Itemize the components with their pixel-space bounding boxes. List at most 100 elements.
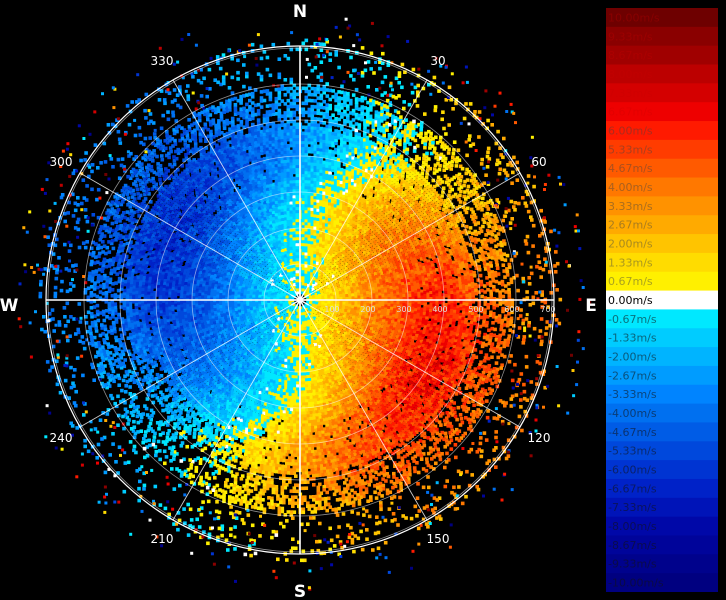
velocity-cell <box>340 261 345 266</box>
velocity-cell <box>250 276 255 280</box>
velocity-cell <box>285 309 290 313</box>
velocity-cell <box>295 357 300 361</box>
velocity-cell <box>346 269 350 273</box>
velocity-cell <box>351 296 356 300</box>
velocity-cell <box>346 254 351 259</box>
velocity-cell <box>307 362 312 367</box>
velocity-cell <box>263 266 268 271</box>
velocity-cell <box>315 301 319 306</box>
velocity-cell <box>260 261 265 265</box>
velocity-cell <box>243 309 248 314</box>
velocity-cell <box>335 265 340 269</box>
velocity-cell <box>315 335 320 340</box>
velocity-cell <box>303 327 307 331</box>
velocity-cell <box>274 314 278 319</box>
velocity-cell <box>251 294 256 298</box>
velocity-cell <box>301 245 306 250</box>
velocity-cell <box>278 266 283 270</box>
velocity-cell <box>359 308 364 313</box>
velocity-cell <box>348 323 352 328</box>
velocity-cell <box>304 342 309 346</box>
velocity-cell <box>251 300 256 304</box>
velocity-cell <box>301 269 306 274</box>
velocity-cell <box>314 345 319 350</box>
velocity-cell <box>267 348 271 353</box>
velocity-cell <box>338 281 343 285</box>
velocity-cell <box>316 254 320 259</box>
velocity-cell <box>321 352 326 357</box>
velocity-cell <box>324 279 328 284</box>
velocity-cell <box>332 291 337 296</box>
velocity-cell <box>258 305 262 310</box>
velocity-cell <box>284 313 289 317</box>
velocity-cell <box>254 282 258 286</box>
velocity-cell <box>274 342 278 346</box>
velocity-cell <box>244 285 248 290</box>
velocity-cell <box>252 306 256 310</box>
velocity-cell <box>282 345 286 350</box>
velocity-cell <box>278 269 283 274</box>
velocity-cell <box>292 261 297 265</box>
velocity-cell <box>246 287 251 291</box>
velocity-cell <box>275 355 279 360</box>
velocity-echo-layer <box>17 17 592 591</box>
velocity-cell <box>294 333 298 337</box>
velocity-cell <box>294 327 298 331</box>
velocity-cell <box>323 334 328 338</box>
velocity-cell <box>237 306 241 310</box>
velocity-cell <box>270 260 274 265</box>
velocity-cell <box>343 336 347 341</box>
velocity-cell <box>246 308 250 312</box>
velocity-cell <box>262 279 266 284</box>
velocity-cell <box>312 276 317 281</box>
velocity-cell <box>267 305 271 309</box>
velocity-cell <box>310 356 314 360</box>
velocity-cell <box>301 284 306 289</box>
velocity-cell <box>303 351 307 355</box>
velocity-cell <box>324 312 328 316</box>
velocity-cell <box>327 323 331 327</box>
velocity-cell <box>261 336 266 341</box>
velocity-cell <box>310 291 315 296</box>
velocity-cell <box>311 349 316 354</box>
velocity-cell <box>333 303 337 308</box>
velocity-cell <box>243 306 247 311</box>
velocity-cell <box>289 255 294 259</box>
velocity-cell <box>266 302 271 306</box>
velocity-cell <box>321 244 326 248</box>
velocity-cell <box>286 275 291 279</box>
velocity-cell <box>272 351 277 356</box>
velocity-cell <box>318 273 322 277</box>
velocity-cell <box>316 242 320 246</box>
velocity-cell <box>245 302 250 306</box>
velocity-cell <box>268 308 272 312</box>
velocity-cell <box>316 354 320 359</box>
velocity-cell <box>336 282 340 287</box>
velocity-cell <box>321 260 325 265</box>
velocity-cell <box>257 294 262 298</box>
velocity-cell <box>354 280 359 285</box>
velocity-cell <box>300 333 304 338</box>
velocity-cell <box>315 271 320 275</box>
velocity-cell <box>350 327 354 331</box>
velocity-cell <box>258 263 263 268</box>
velocity-cell <box>289 267 294 272</box>
velocity-cell <box>347 278 352 283</box>
velocity-cell <box>257 255 262 260</box>
velocity-cell <box>301 360 306 364</box>
velocity-cell <box>343 340 348 345</box>
velocity-cell <box>251 322 255 326</box>
velocity-cell <box>332 270 337 275</box>
velocity-cell <box>361 316 365 320</box>
velocity-cell <box>319 357 323 361</box>
velocity-cell <box>297 351 301 356</box>
velocity-cell <box>300 348 304 353</box>
velocity-cell <box>337 338 342 342</box>
velocity-cell <box>304 251 309 256</box>
velocity-cell <box>306 354 310 358</box>
velocity-cell <box>244 282 249 287</box>
velocity-cell <box>301 248 306 253</box>
velocity-cell <box>278 252 282 257</box>
velocity-cell <box>281 301 286 306</box>
velocity-cell <box>265 257 269 261</box>
